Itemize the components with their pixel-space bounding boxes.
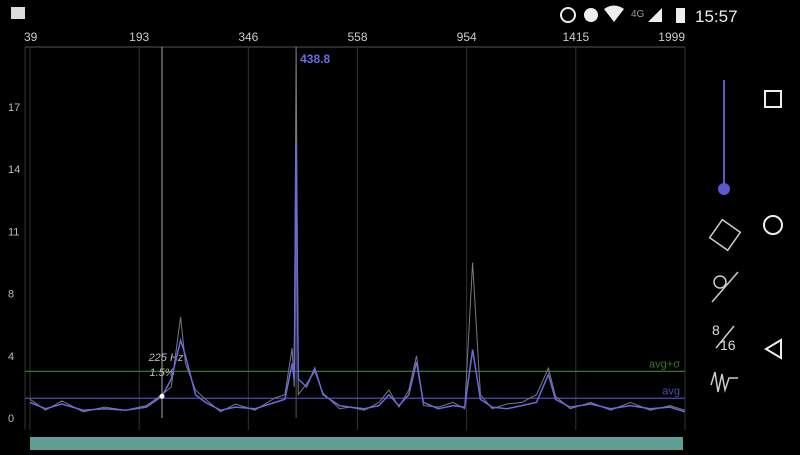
bits-bottom[interactable]: 16 <box>720 337 736 353</box>
bottom-bar[interactable] <box>30 437 683 450</box>
signal-icon <box>648 8 662 22</box>
cursor-point <box>159 393 165 399</box>
gallery-icon <box>11 7 25 19</box>
spectrum-plot: 39 193 346 558 954 1415 1999 0 4 8 11 14 17 avg+σ avg 2… <box>8 30 686 430</box>
network-type: 4G <box>631 9 645 20</box>
spectrum-line <box>29 46 686 413</box>
dnd-icon <box>584 8 598 22</box>
recents-button[interactable] <box>764 90 782 108</box>
clock: 15:57 <box>695 7 738 26</box>
x-tick-label: 193 <box>129 30 149 44</box>
wave-icon[interactable] <box>710 371 738 393</box>
y-tick-label: 4 <box>8 351 14 363</box>
bits-slash <box>715 325 735 349</box>
rotate-icon[interactable] <box>708 218 742 252</box>
cursor-level: 1.5% <box>149 367 174 379</box>
y-tick-label: 17 <box>8 102 20 114</box>
spectrum-line <box>29 144 686 413</box>
peak-label: 438.8 <box>300 52 330 66</box>
home-button[interactable] <box>763 215 783 235</box>
slider-knob[interactable] <box>718 183 730 195</box>
x-tick-label: 954 <box>457 30 477 44</box>
y-tick-label: 0 <box>8 413 14 425</box>
x-tick-label: 1415 <box>562 30 589 44</box>
back-button[interactable] <box>764 338 782 360</box>
battery-icon <box>676 8 685 23</box>
cursor-label: 225 Hz <box>148 352 184 364</box>
y-tick-label: 8 <box>8 289 14 301</box>
theme-slash <box>711 271 739 303</box>
data-saver-icon <box>560 7 576 23</box>
x-tick-label: 1999 <box>658 30 685 44</box>
y-tick-label: 11 <box>8 226 19 238</box>
x-tick-label: 558 <box>347 30 367 44</box>
y-tick-label: 14 <box>8 164 20 176</box>
reference-label: avg <box>662 385 680 397</box>
wifi-icon <box>604 5 624 22</box>
reference-label: avg+σ <box>649 358 680 370</box>
theme-icon[interactable] <box>713 275 727 289</box>
x-tick-label: 346 <box>238 30 258 44</box>
x-tick-label: 39 <box>24 30 38 44</box>
bits-top[interactable]: 8 <box>712 322 720 338</box>
